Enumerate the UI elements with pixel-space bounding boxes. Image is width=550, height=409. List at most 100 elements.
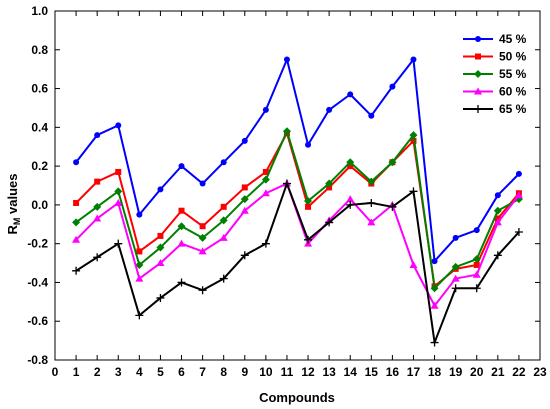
x-tick-label: 9	[241, 365, 248, 379]
data-point	[326, 106, 333, 113]
legend-item: 45 %	[463, 32, 527, 46]
data-point	[389, 83, 396, 90]
x-tick-labels: 0 1 2 3 4 5 6 7 8 9 10 11 12 13 14 15 16 17 18 19 20 21 22 23	[52, 365, 547, 379]
y-tick-label: -0.6	[27, 314, 48, 328]
legend-swatch-marker	[474, 87, 482, 95]
x-tick-label: 3	[115, 365, 122, 379]
legend-item: 50 %	[463, 50, 527, 64]
y-axis-title-sub: M	[12, 218, 22, 226]
data-point	[198, 247, 207, 255]
data-point	[199, 223, 206, 230]
y-tick-label: 0.0	[31, 198, 48, 212]
data-point	[72, 235, 81, 243]
legend-swatch-marker	[475, 53, 481, 60]
data-point	[114, 239, 123, 248]
data-point	[220, 203, 227, 210]
data-point	[241, 184, 248, 191]
data-point	[410, 56, 417, 63]
data-point	[261, 189, 270, 197]
data-point	[283, 56, 290, 63]
data-point	[430, 284, 439, 293]
data-point	[157, 186, 164, 193]
series-line	[75, 130, 520, 290]
x-tick-label: 18	[428, 365, 442, 379]
x-tick-label: 14	[344, 365, 358, 379]
x-tick-label: 10	[259, 365, 273, 379]
legend: 45 % 50 % 55 % 60 % 65 %	[460, 28, 532, 120]
data-point	[93, 202, 102, 211]
x-tick-label: 5	[157, 365, 164, 379]
data-point	[156, 243, 165, 252]
data-point	[93, 214, 102, 222]
x-tick-label: 20	[470, 365, 484, 379]
legend-item: 60 %	[463, 85, 527, 99]
data-point	[451, 284, 460, 293]
data-point	[72, 266, 81, 275]
series-line	[75, 58, 520, 263]
data-point	[93, 253, 102, 262]
y-tick-label: 0.8	[31, 43, 48, 57]
series-3	[72, 127, 523, 293]
y-tick-label: 0.6	[31, 82, 48, 96]
x-tick-label: 0	[52, 365, 59, 379]
y-tick-label: -0.2	[27, 237, 48, 251]
data-point	[240, 195, 249, 204]
x-tick-label: 12	[301, 365, 315, 379]
series-5	[72, 179, 523, 347]
data-point	[325, 218, 334, 227]
data-point	[220, 159, 227, 166]
data-point	[409, 260, 418, 268]
data-point	[199, 180, 206, 187]
data-point	[346, 158, 355, 167]
data-point	[388, 202, 397, 211]
data-point	[198, 286, 207, 295]
data-point	[115, 122, 122, 129]
data-point	[262, 106, 269, 113]
data-point	[473, 227, 480, 234]
data-point	[431, 258, 438, 265]
data-point	[261, 175, 270, 184]
x-tick-label: 2	[94, 365, 101, 379]
data-point	[472, 255, 481, 264]
data-point	[452, 234, 459, 241]
x-tick-label: 19	[449, 365, 463, 379]
data-point	[177, 278, 186, 287]
legend-label: 50 %	[499, 50, 527, 64]
y-axis-title-main: R	[5, 224, 20, 234]
data-point	[493, 218, 502, 226]
data-point	[451, 274, 460, 282]
data-point	[305, 141, 312, 148]
x-tick-label: 6	[178, 365, 185, 379]
data-point	[198, 233, 207, 242]
legend-swatch-marker	[475, 36, 481, 42]
y-tick-label: 0.4	[31, 120, 48, 134]
data-point	[304, 235, 313, 244]
data-point	[388, 158, 397, 167]
data-point	[347, 91, 354, 98]
legend-item: 55 %	[463, 67, 527, 81]
data-point	[493, 251, 502, 260]
data-point	[430, 338, 439, 347]
x-tick-label: 16	[386, 365, 400, 379]
data-point	[346, 200, 355, 209]
series-line	[75, 182, 520, 307]
legend-swatch-marker	[474, 70, 482, 78]
data-point	[136, 211, 143, 218]
data-point	[94, 178, 101, 185]
y-axis-title: RM values	[5, 174, 22, 235]
data-point	[178, 163, 185, 170]
y-tick-labels: -0.8 -0.6 -0.4 -0.2 0.0 0.2 0.4 0.6 0.8 1.0	[27, 4, 48, 367]
plot-frame	[54, 10, 541, 361]
data-point	[177, 222, 186, 231]
data-point	[430, 301, 439, 309]
x-axis-title: Compounds	[259, 390, 335, 405]
x-tick-label: 4	[136, 365, 143, 379]
data-point	[515, 170, 522, 177]
data-point	[73, 199, 80, 206]
data-point	[114, 198, 123, 206]
data-point	[177, 239, 186, 247]
data-point	[219, 216, 228, 225]
data-point	[473, 261, 480, 268]
y-tick-label: -0.8	[27, 353, 48, 367]
